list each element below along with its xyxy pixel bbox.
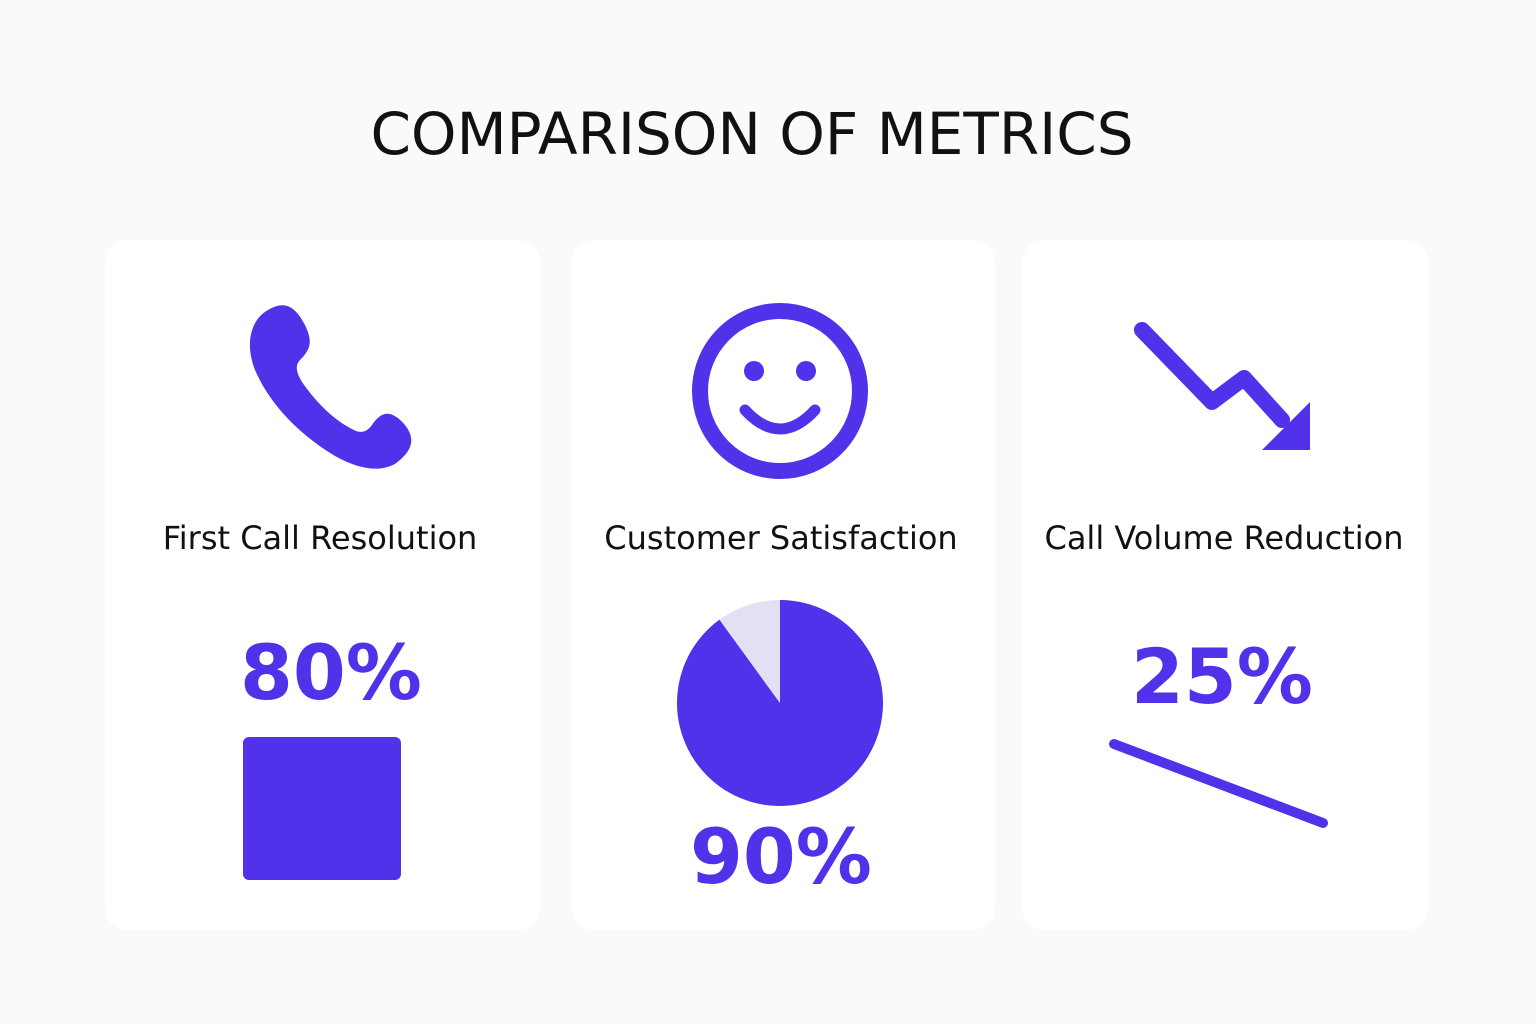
metric-label: First Call Resolution [163, 519, 478, 557]
card [105, 240, 540, 930]
card [1022, 240, 1428, 930]
trend-icon [1134, 322, 1310, 450]
metric-value: 90% [690, 812, 872, 901]
pie [676, 600, 883, 806]
pie-slice [676, 600, 883, 806]
card [572, 240, 995, 930]
metric-label: Call Volume Reduction [1044, 519, 1403, 557]
decor-line [1109, 739, 1328, 828]
smiley-icon [692, 303, 868, 479]
phone-icon [249, 305, 412, 469]
decor-square [243, 737, 401, 880]
title: COMPARISON OF METRICS [370, 100, 1133, 168]
metric-value: 25% [1131, 632, 1313, 721]
pie-slice [719, 600, 780, 703]
metric-value: 80% [240, 628, 422, 717]
metric-label: Customer Satisfaction [604, 519, 957, 557]
